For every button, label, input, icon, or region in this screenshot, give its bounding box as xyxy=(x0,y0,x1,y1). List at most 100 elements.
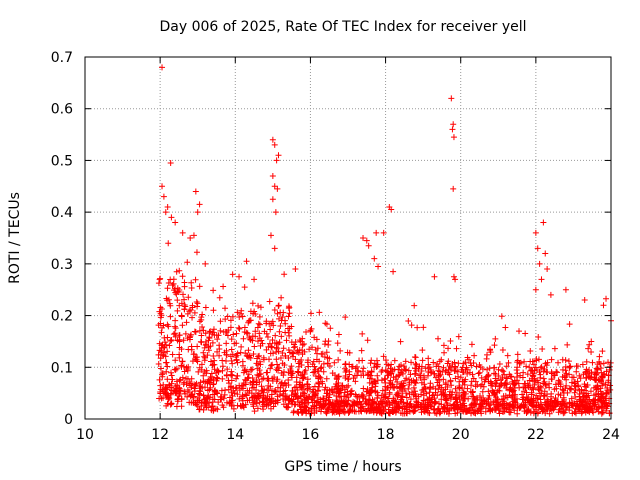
data-point xyxy=(236,313,243,320)
data-point xyxy=(551,386,558,393)
data-point xyxy=(341,365,348,372)
data-point xyxy=(599,348,606,355)
data-point xyxy=(421,372,428,379)
data-point xyxy=(563,370,570,377)
data-point xyxy=(331,359,338,366)
data-point xyxy=(371,360,378,367)
data-point xyxy=(535,334,542,341)
data-point xyxy=(288,398,295,405)
data-point xyxy=(597,365,604,372)
data-point xyxy=(166,395,173,402)
data-point xyxy=(552,381,559,388)
data-point xyxy=(485,396,492,403)
data-point xyxy=(540,380,547,387)
data-point xyxy=(240,380,247,387)
data-point xyxy=(247,308,254,315)
data-point xyxy=(358,347,365,354)
data-point xyxy=(492,371,499,378)
data-point xyxy=(360,372,367,379)
data-point xyxy=(184,386,191,393)
data-point xyxy=(326,387,333,394)
data-point xyxy=(247,366,254,373)
data-point xyxy=(459,364,466,371)
data-point xyxy=(238,307,245,314)
data-point xyxy=(207,358,214,365)
data-point xyxy=(461,391,468,398)
data-point xyxy=(576,405,583,412)
data-point xyxy=(502,324,509,331)
data-point xyxy=(594,365,601,372)
data-point xyxy=(452,276,459,283)
data-point xyxy=(277,384,284,391)
data-point xyxy=(352,378,359,385)
data-point xyxy=(346,371,353,378)
data-point xyxy=(600,360,607,367)
data-point xyxy=(508,373,515,380)
data-point xyxy=(380,229,387,236)
data-point xyxy=(440,387,447,394)
data-point xyxy=(188,279,195,286)
data-point xyxy=(568,402,575,409)
data-point xyxy=(242,366,249,373)
data-point xyxy=(174,297,181,304)
data-point xyxy=(158,371,165,378)
data-point xyxy=(559,366,566,373)
data-point xyxy=(241,284,248,291)
data-point xyxy=(201,344,208,351)
data-point xyxy=(155,351,162,358)
data-point xyxy=(315,380,322,387)
data-point xyxy=(267,232,274,239)
data-point xyxy=(411,408,418,415)
data-point xyxy=(262,395,269,402)
data-point xyxy=(410,384,417,391)
data-point xyxy=(457,406,464,413)
data-point xyxy=(174,337,181,344)
data-point xyxy=(267,365,274,372)
data-point xyxy=(528,367,535,374)
data-point xyxy=(294,386,301,393)
data-point xyxy=(472,378,479,385)
data-point xyxy=(529,358,536,365)
data-point xyxy=(456,378,463,385)
data-point xyxy=(468,341,475,348)
data-point xyxy=(326,355,333,362)
data-point xyxy=(509,378,516,385)
data-point xyxy=(285,313,292,320)
data-point xyxy=(578,386,585,393)
data-point xyxy=(269,387,276,394)
data-point xyxy=(282,320,289,327)
data-point xyxy=(275,302,282,309)
data-point xyxy=(479,366,486,373)
data-point xyxy=(317,365,324,372)
data-point xyxy=(387,370,394,377)
data-point xyxy=(241,324,248,331)
data-point xyxy=(523,363,530,370)
data-point xyxy=(298,356,305,363)
data-point xyxy=(334,340,341,347)
data-point xyxy=(394,393,401,400)
data-point xyxy=(491,342,498,349)
data-point xyxy=(445,358,452,365)
data-point xyxy=(450,273,457,280)
data-point xyxy=(181,368,188,375)
data-point xyxy=(454,368,461,375)
data-point xyxy=(210,287,217,294)
data-point xyxy=(255,320,262,327)
data-point xyxy=(587,388,594,395)
data-point xyxy=(416,372,423,379)
data-point xyxy=(603,295,610,302)
data-point xyxy=(171,330,178,337)
data-point xyxy=(225,327,232,334)
data-point xyxy=(196,364,203,371)
data-point xyxy=(178,362,185,369)
data-point xyxy=(504,352,511,359)
data-point xyxy=(259,376,266,383)
data-point xyxy=(359,403,366,410)
data-point xyxy=(254,405,261,412)
data-point xyxy=(308,405,315,412)
data-point xyxy=(162,209,169,216)
data-point xyxy=(198,332,205,339)
data-point xyxy=(278,294,285,301)
data-point xyxy=(476,369,483,376)
data-point xyxy=(572,410,579,417)
